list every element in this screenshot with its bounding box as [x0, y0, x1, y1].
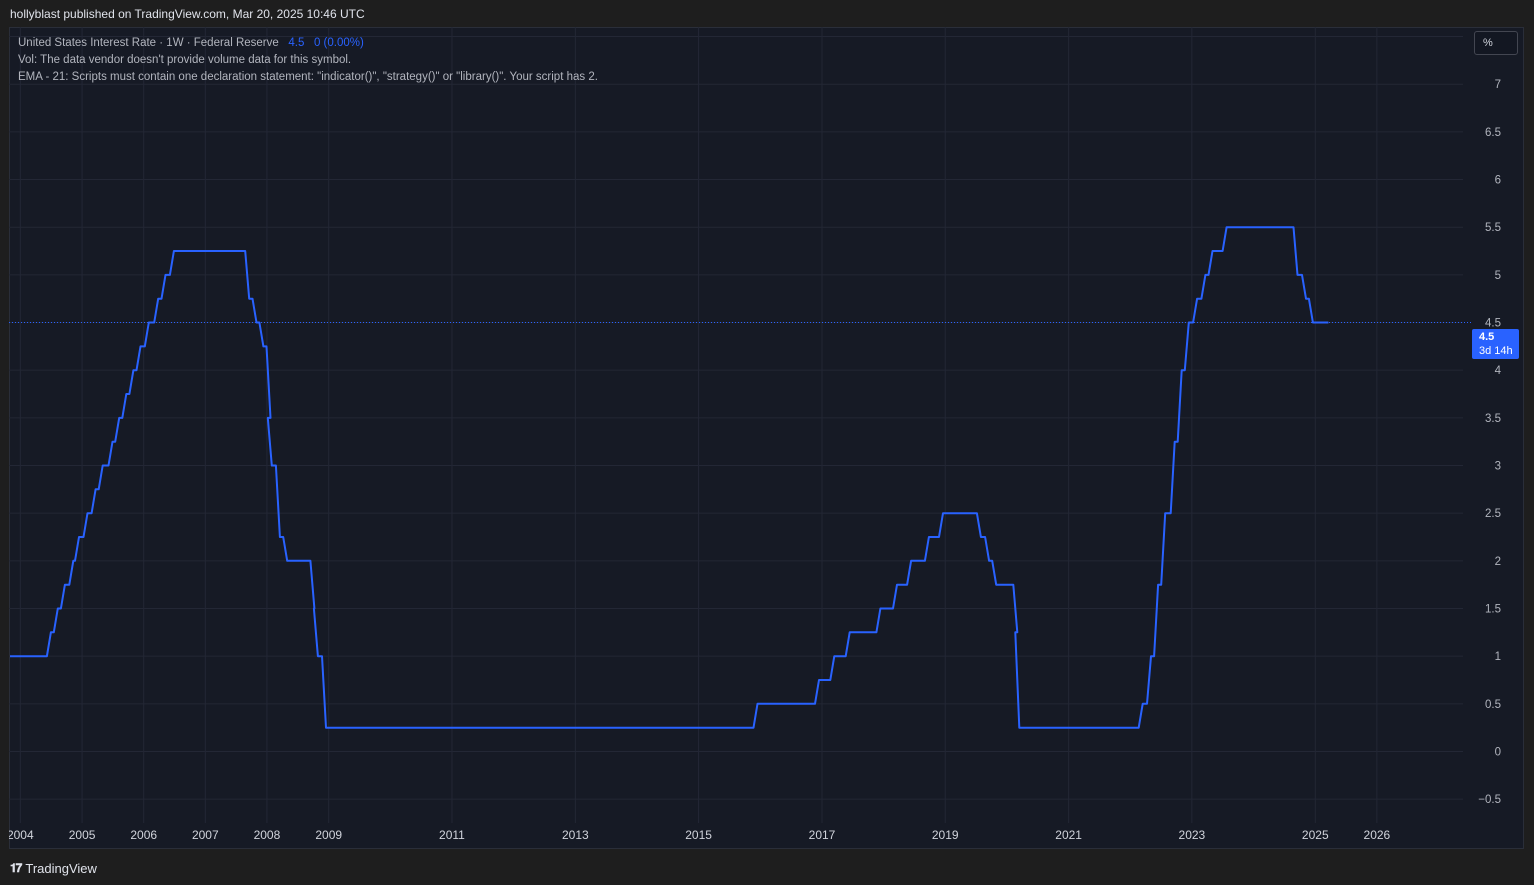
x-tick-label: 2025 — [1302, 828, 1329, 842]
unit-toggle-button[interactable]: % — [1474, 31, 1518, 55]
grid-lines — [9, 27, 1463, 823]
y-tick-label: 3 — [1495, 461, 1501, 473]
ema-note[interactable]: EMA - 21: Scripts must contain one decla… — [18, 71, 598, 83]
footer-brand[interactable]: 𝟏𝟕 TradingView — [10, 858, 97, 878]
y-tick-label: 6 — [1495, 175, 1501, 187]
last-value: 4.5 — [288, 37, 305, 49]
interest-rate-chart[interactable]: 7.576.565.554.543.532.521.510.50−0.5 200… — [9, 27, 1524, 849]
y-tick-label: 2 — [1495, 556, 1501, 568]
x-tick-label: 2005 — [69, 828, 96, 842]
tradingview-logo-icon: 𝟏𝟕 — [10, 860, 22, 875]
y-tick-label: 4.5 — [1485, 318, 1501, 330]
x-tick-label: 2008 — [254, 828, 281, 842]
price-tag-countdown: 3d 14h — [1479, 345, 1513, 357]
y-tick-label: 4 — [1495, 365, 1502, 377]
y-tick-label: −0.5 — [1478, 794, 1501, 806]
y-tick-label: 1 — [1495, 651, 1501, 663]
symbol-label[interactable]: United States Interest Rate · 1W · Feder… — [18, 37, 279, 49]
x-tick-label: 2026 — [1364, 828, 1391, 842]
x-tick-label: 2019 — [932, 828, 959, 842]
x-tick-label: 2007 — [192, 828, 219, 842]
x-tick-label: 2009 — [315, 828, 342, 842]
series-line — [10, 226, 1329, 729]
footer-brand-text: TradingView — [25, 860, 97, 876]
y-axis-labels: 7.576.565.554.543.532.521.510.50−0.5 — [1478, 32, 1501, 807]
y-tick-label: 6.5 — [1485, 127, 1501, 139]
series-layer — [10, 226, 1329, 729]
y-tick-label: 0 — [1495, 747, 1501, 759]
y-tick-label: 5 — [1495, 270, 1501, 282]
y-tick-label: 7 — [1495, 79, 1501, 91]
x-tick-label: 2006 — [130, 828, 157, 842]
legend-symbol-row[interactable]: United States Interest Rate · 1W · Feder… — [18, 35, 598, 52]
x-tick-label: 2004 — [9, 828, 34, 842]
y-tick-label: 2.5 — [1485, 508, 1501, 520]
x-tick-label: 2017 — [809, 828, 836, 842]
x-axis-labels: 2004 2005 2006 2007 2008 2009 2011 2013 2015 2017… — [9, 828, 1391, 842]
y-tick-label: 3.5 — [1485, 413, 1501, 425]
vol-note[interactable]: Vol: The data vendor doesn't provide vol… — [18, 54, 352, 66]
change-value: 0 (0.00%) — [313, 37, 364, 49]
chart-legend: United States Interest Rate · 1W · Feder… — [18, 35, 598, 86]
y-tick-label: 0.5 — [1485, 699, 1501, 711]
chart-frame[interactable] — [9, 27, 1524, 849]
last-price-tag: 4.5 3d 14h — [1472, 329, 1519, 359]
published-text: hollyblast published on TradingView.com,… — [10, 7, 365, 21]
x-tick-label: 2023 — [1179, 828, 1206, 842]
x-tick-label: 2011 — [439, 828, 465, 842]
x-tick-label: 2021 — [1055, 828, 1082, 842]
published-header: hollyblast published on TradingView.com,… — [0, 0, 1534, 28]
y-tick-label: 5.5 — [1485, 222, 1501, 234]
price-tag-value: 4.5 — [1479, 331, 1495, 343]
x-tick-label: 2015 — [685, 828, 712, 842]
x-tick-label: 2013 — [562, 828, 589, 842]
y-tick-label: 1.5 — [1485, 604, 1501, 616]
